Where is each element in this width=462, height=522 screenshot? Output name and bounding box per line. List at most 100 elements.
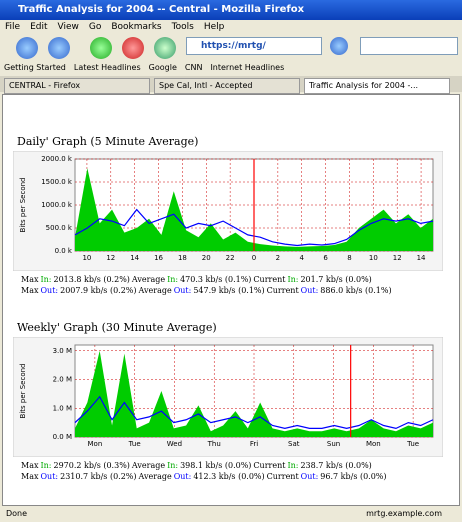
stat-max-label: Max <box>21 461 38 470</box>
menu-item[interactable]: Help <box>204 22 225 32</box>
y-tick-label: 500.0 k <box>46 224 73 232</box>
x-tick-label: Wed <box>167 440 182 448</box>
x-tick-label: 18 <box>178 254 187 262</box>
stat-in-word: In: <box>167 461 178 470</box>
stat-in-word: Out: <box>174 286 192 295</box>
stat-cur: 238.7 kb/s (0.0%) <box>300 461 371 470</box>
bookmark[interactable]: Latest Headlines <box>74 63 141 72</box>
x-tick-label: 2 <box>276 254 280 262</box>
y-tick-label: 0.0 M <box>53 433 72 441</box>
graph-heading: Weekly' Graph (30 Minute Average) <box>17 321 217 334</box>
x-tick-label: 6 <box>323 254 328 262</box>
y-axis-label: Bits per Second <box>19 364 27 419</box>
stat-in-word: Out: <box>301 286 319 295</box>
stat-cur-label: Current <box>253 461 285 470</box>
y-tick-label: 2000.0 k <box>41 155 73 163</box>
y-tick-label: 1000.0 k <box>41 201 73 209</box>
forward-button[interactable] <box>48 37 70 59</box>
y-tick-label: 3.0 M <box>53 347 72 355</box>
stat-avg-label: Average <box>132 275 165 284</box>
stat-max: 2013.8 kb/s (0.2%) <box>54 275 130 284</box>
stat-in-word: In: <box>287 275 298 284</box>
status-bar: Done mrtg.example.com <box>0 506 462 522</box>
go-button[interactable] <box>330 37 348 55</box>
stat-max-label: Max <box>21 286 38 295</box>
y-tick-label: 2.0 M <box>53 376 72 384</box>
menu-item[interactable]: Edit <box>30 22 47 32</box>
stat-avg-label: Average <box>139 472 172 481</box>
stop-button[interactable] <box>122 37 144 59</box>
x-tick-label: 16 <box>154 254 163 262</box>
bookmark[interactable]: Internet Headlines <box>210 63 284 72</box>
x-tick-label: Fri <box>250 440 258 448</box>
home-button[interactable] <box>154 37 176 59</box>
tab[interactable]: Traffic Analysis for 2004 -... <box>304 78 450 94</box>
stat-max-label: Max <box>21 472 38 481</box>
browser-window: Traffic Analysis for 2004 -- Central - M… <box>0 0 462 522</box>
stat-avg: 412.3 kb/s (0.0%) <box>193 472 264 481</box>
y-tick-label: 1.0 M <box>53 404 72 412</box>
x-tick-label: Tue <box>406 440 419 448</box>
x-tick-label: 14 <box>417 254 426 262</box>
title-bar: Traffic Analysis for 2004 -- Central - M… <box>0 0 462 20</box>
x-tick-label: 14 <box>130 254 139 262</box>
stat-cur-label: Current <box>267 286 299 295</box>
stat-cur: 96.7 kb/s (0.0%) <box>320 472 386 481</box>
stat-in-word: In: <box>40 275 51 284</box>
y-tick-label: 1500.0 k <box>41 178 73 186</box>
stat-avg-label: Average <box>139 286 172 295</box>
stat-max: 2970.2 kb/s (0.3%) <box>54 461 130 470</box>
status-text: Done <box>6 506 27 522</box>
stat-in-word: Out: <box>301 472 319 481</box>
page-content: Daily' Graph (5 Minute Average) Bits per … <box>2 94 460 506</box>
menu-item[interactable]: Go <box>89 22 101 32</box>
menu-item[interactable]: View <box>58 22 79 32</box>
x-tick-label: Sat <box>288 440 300 448</box>
y-axis-label: Bits per Second <box>19 178 27 233</box>
bookmarks-bar: Getting Started Latest Headlines Google CNN… <box>0 62 462 74</box>
tab[interactable]: CENTRAL - Firefox <box>4 78 150 94</box>
stat-row: MaxOut:2007.9 kb/s (0.2%)AverageOut:547.… <box>21 286 394 295</box>
traffic-graph: Bits per Second 0.0 k 500.0 k 1000.0 k 1500.… <box>13 151 443 271</box>
x-tick-label: Sun <box>327 440 340 448</box>
x-tick-label: 12 <box>393 254 402 262</box>
x-tick-label: 10 <box>369 254 378 262</box>
stat-cur: 886.0 kb/s (0.1%) <box>320 286 391 295</box>
tab[interactable]: Spe Cal, Intl - Accepted <box>154 78 300 94</box>
stat-cur: 201.7 kb/s (0.0%) <box>300 275 371 284</box>
x-tick-label: 4 <box>299 254 304 262</box>
x-tick-label: Tue <box>128 440 141 448</box>
y-tick-label: 0.0 k <box>55 247 73 255</box>
bookmark[interactable]: Google <box>149 63 177 72</box>
stat-max-label: Max <box>21 275 38 284</box>
reload-button[interactable] <box>90 37 112 59</box>
stat-max: 2310.7 kb/s (0.2%) <box>60 472 136 481</box>
url-bar[interactable]: https://mrtg/ <box>186 37 322 55</box>
menu-item[interactable]: Tools <box>172 22 194 32</box>
x-tick-label: 0 <box>252 254 256 262</box>
stat-in-word: In: <box>167 275 178 284</box>
search-box[interactable] <box>360 37 458 55</box>
x-tick-label: 20 <box>202 254 211 262</box>
bookmark[interactable]: CNN <box>185 63 203 72</box>
traffic-graph: Bits per Second 0.0 M 1.0 M 2.0 M 3.0 M Mon Tu… <box>13 337 443 457</box>
menu-item[interactable]: Bookmarks <box>111 22 161 32</box>
x-tick-label: Mon <box>88 440 103 448</box>
stat-avg-label: Average <box>132 461 165 470</box>
menu-item[interactable]: File <box>5 22 20 32</box>
window-title: Traffic Analysis for 2004 -- Central - M… <box>18 4 304 15</box>
stat-avg: 398.1 kb/s (0.0%) <box>180 461 251 470</box>
x-tick-label: 12 <box>106 254 115 262</box>
x-tick-label: Thu <box>207 440 221 448</box>
stat-in-word: Out: <box>40 472 58 481</box>
graph-heading: Daily' Graph (5 Minute Average) <box>17 135 198 148</box>
x-tick-label: 22 <box>226 254 235 262</box>
stat-cur-label: Current <box>253 275 285 284</box>
stat-avg: 470.3 kb/s (0.1%) <box>180 275 251 284</box>
bookmark[interactable]: Getting Started <box>4 63 66 72</box>
back-button[interactable] <box>16 37 38 59</box>
